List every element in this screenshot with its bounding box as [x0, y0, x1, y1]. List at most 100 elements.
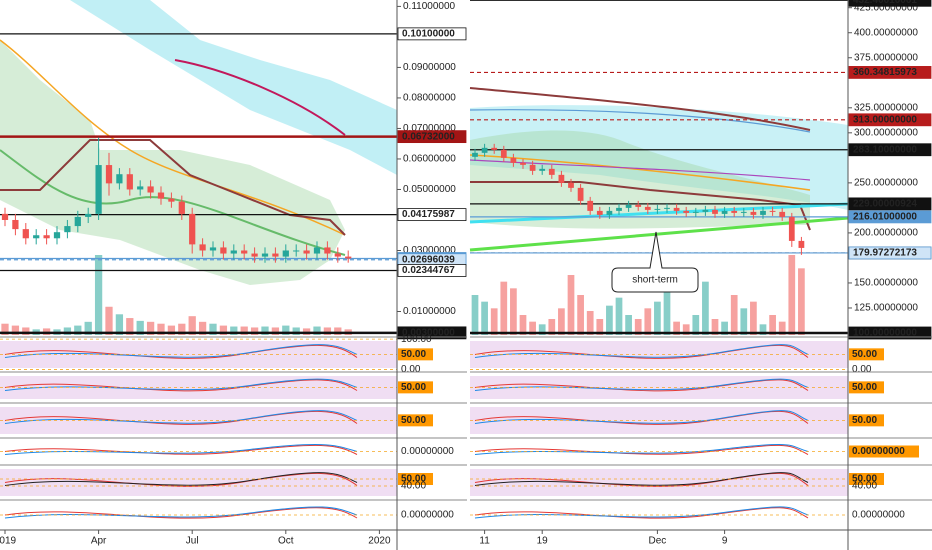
level-tag — [848, 113, 932, 127]
level-tag — [397, 130, 467, 144]
indicator-label: 40.00 — [401, 481, 426, 492]
candle-body — [788, 216, 795, 241]
volume-bar — [798, 268, 805, 335]
volume-bar — [313, 326, 321, 335]
candle-body — [147, 186, 154, 193]
indicator-line — [474, 410, 809, 424]
overlay — [174, 59, 346, 136]
indicator-tag — [849, 473, 884, 485]
candle-body — [241, 250, 248, 254]
y-tick-label: 0.08000000 — [403, 93, 456, 104]
indicator-line — [4, 344, 358, 359]
candle-body — [539, 168, 546, 171]
indicator-label: 0.00000000 — [401, 510, 454, 521]
volume-bar — [136, 320, 144, 335]
candle-body — [721, 210, 728, 214]
volume-bar — [778, 321, 786, 335]
overlay — [469, 87, 811, 131]
level-tag — [848, 210, 932, 224]
x-tick-label: 11 — [479, 536, 490, 547]
volume-bar — [115, 314, 124, 335]
candle-body — [189, 213, 196, 245]
level-label: 432.40010001 — [853, 0, 917, 6]
overlay — [469, 159, 811, 181]
level-label: 0.02696039 — [402, 254, 455, 265]
candle-body — [85, 213, 92, 217]
volume-bar — [721, 321, 728, 335]
volume-bar — [548, 319, 556, 335]
indicator-label: 0.00 — [852, 364, 872, 375]
level-label: 283.10000000 — [853, 144, 917, 155]
volume-bar — [711, 319, 719, 335]
candle-body — [345, 256, 352, 259]
volume-bar — [577, 295, 584, 335]
candle-body — [520, 162, 526, 165]
y-tick-label: 250.00000000 — [854, 178, 918, 189]
volume-bar — [11, 325, 20, 335]
volume-bar — [292, 327, 300, 335]
indicator-line — [474, 344, 809, 358]
volume-bar — [673, 321, 680, 335]
volume-bar — [596, 319, 604, 335]
volume-bar — [178, 323, 186, 335]
volume-bar — [519, 315, 527, 335]
indicator-line — [4, 344, 358, 358]
volume-bar — [126, 318, 134, 335]
volume-bar — [567, 275, 575, 335]
candle-body — [702, 209, 709, 212]
candle-body — [74, 216, 81, 227]
level-label: 216.01000000 — [853, 212, 917, 223]
y-tick-label: 0.06000000 — [403, 154, 456, 165]
volume-bar — [558, 308, 565, 335]
candle-body — [625, 204, 632, 208]
volume-bar — [788, 255, 796, 335]
volume-bar — [471, 295, 479, 335]
indicator-label: 50.00 — [852, 474, 877, 485]
volume-bar — [692, 315, 700, 335]
overlay — [470, 105, 848, 210]
candle-body — [616, 207, 622, 211]
level-label: 0.10100000 — [402, 29, 455, 40]
indicator-label: 0.00000000 — [852, 446, 905, 457]
candle-body — [568, 182, 574, 188]
volume-bar — [334, 327, 342, 335]
indicator-line — [4, 379, 358, 392]
candle-body — [750, 211, 757, 215]
candle-body — [12, 219, 19, 230]
volume-bar — [644, 308, 652, 335]
candle-body — [596, 210, 603, 215]
volume-bar — [209, 323, 217, 335]
candle-body — [760, 210, 766, 215]
level-tag — [848, 0, 932, 7]
candle-body — [529, 164, 536, 171]
candle-body — [230, 250, 237, 254]
level-label: 0.00300000 — [402, 328, 455, 339]
x-tick-label: 9 — [722, 536, 728, 547]
x-tick-label: Jul — [186, 536, 199, 547]
level-label: 179.97272173 — [853, 248, 917, 259]
indicator-line — [4, 507, 358, 519]
indicator-line — [474, 507, 809, 519]
candle-body — [282, 250, 289, 257]
volume-bar — [282, 325, 290, 335]
level-tag — [397, 208, 467, 222]
candle-body — [33, 235, 40, 239]
y-tick-label: 325.00000000 — [854, 102, 918, 113]
level-label: 100.00000000 — [853, 328, 917, 339]
indicator-tag — [849, 414, 884, 427]
y-tick-label: 200.00000000 — [854, 228, 918, 239]
volume-bar — [198, 321, 207, 335]
candle-body — [220, 247, 227, 254]
candle-body — [491, 147, 498, 150]
overlay — [0, 40, 345, 285]
overlay — [469, 202, 849, 224]
volume-bar — [625, 315, 632, 335]
volume-bar — [146, 321, 155, 335]
x-tick-label: 2019 — [0, 536, 17, 547]
candle-body — [500, 149, 507, 158]
volume-bar — [230, 326, 238, 335]
candle-body — [577, 187, 584, 201]
indicator-tag — [398, 414, 433, 427]
y-tick-label: 0.07000000 — [403, 123, 456, 134]
indicator-tag — [398, 348, 433, 361]
